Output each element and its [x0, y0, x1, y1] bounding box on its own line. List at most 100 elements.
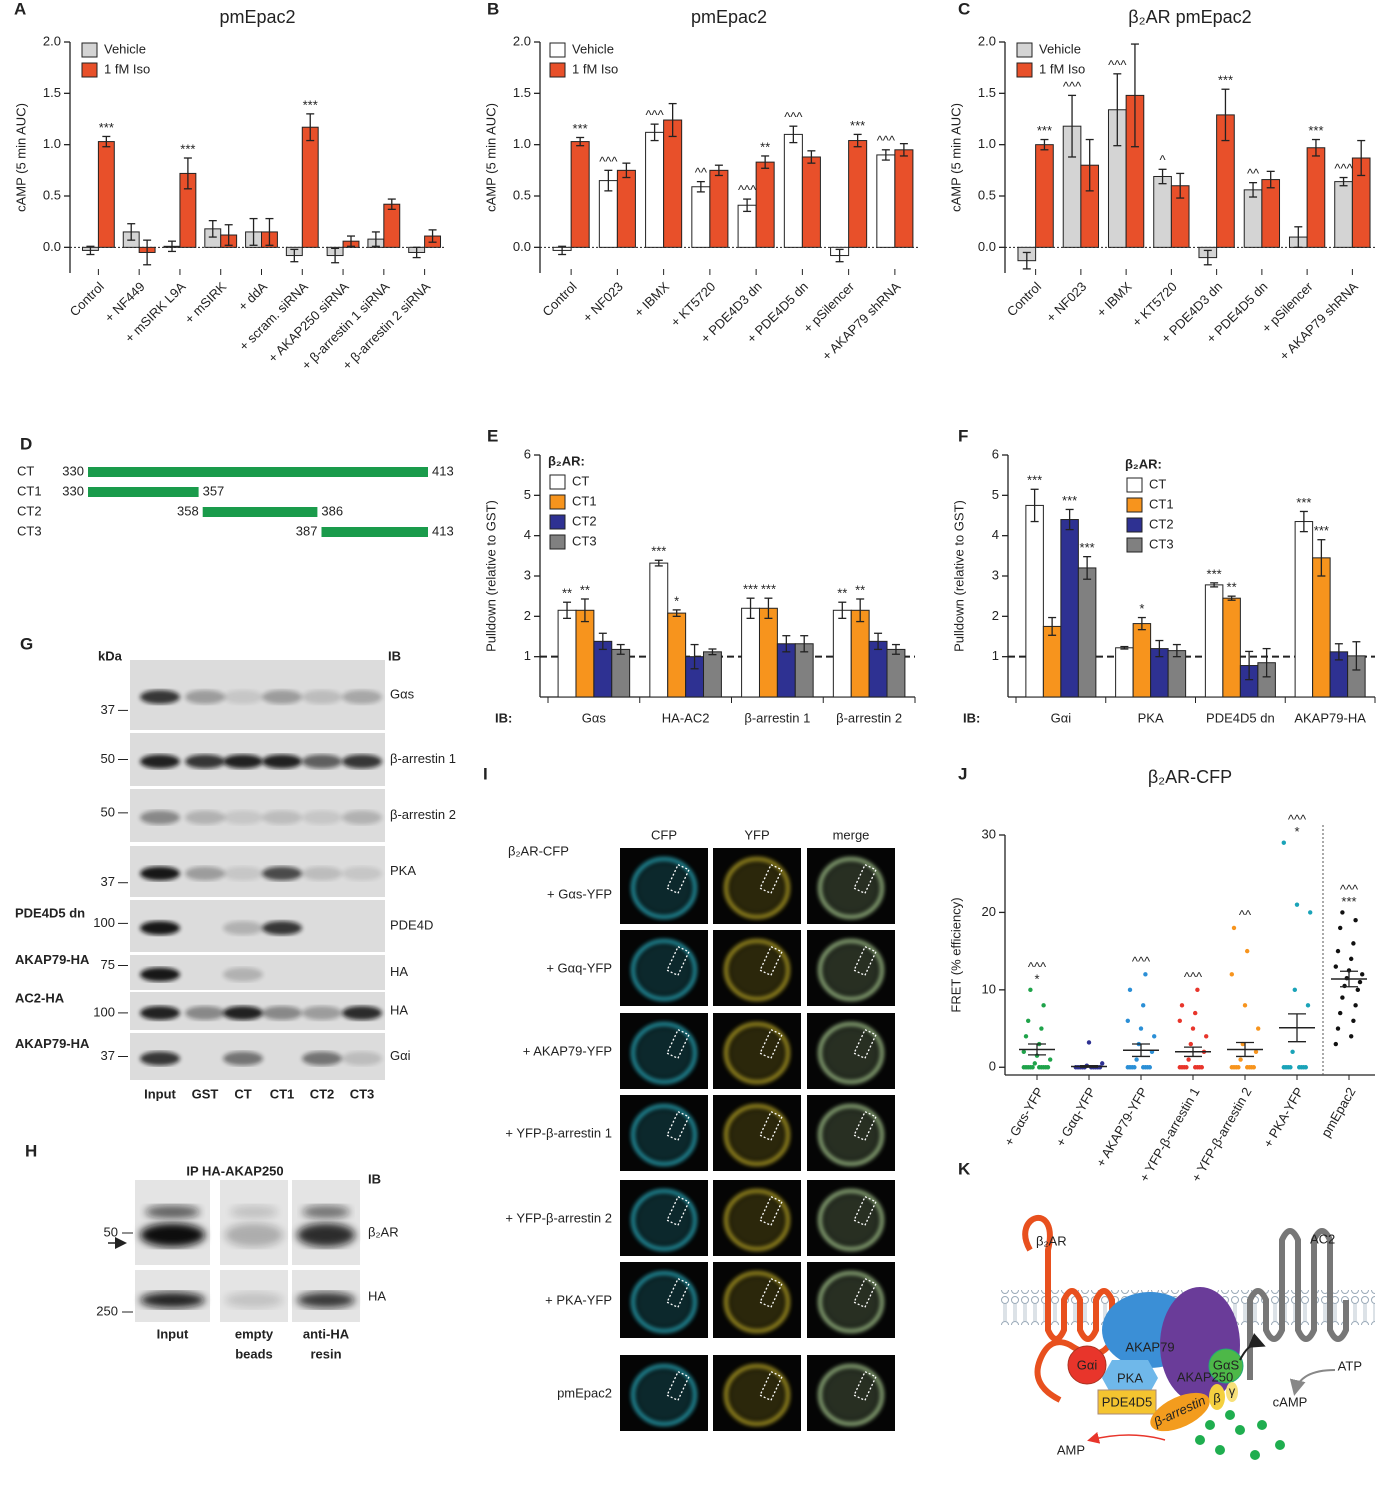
bar [301, 126, 319, 248]
row-header: β₂AR-CFP [508, 843, 569, 858]
significance: *** [99, 120, 114, 135]
cell-fill [634, 860, 694, 916]
data-point [1028, 987, 1033, 993]
blot-band [140, 690, 180, 704]
ib-target: Gαi [390, 1048, 411, 1063]
blot-band [185, 810, 225, 825]
significance: ^^^ [877, 133, 896, 148]
data-point [1229, 972, 1235, 977]
unit-label: kDa [98, 648, 123, 663]
significance: ^^^ [1028, 959, 1047, 974]
k-label: AKAP79 [1125, 1339, 1174, 1354]
blot-band [140, 1051, 180, 1066]
bar [1153, 175, 1172, 248]
roi [759, 1028, 783, 1060]
blot-band [223, 921, 263, 935]
data-point [1188, 1041, 1194, 1047]
cell-membrane [818, 1104, 884, 1166]
bar [1115, 647, 1134, 698]
legend-swatch [549, 62, 566, 78]
data-point [1305, 1003, 1311, 1008]
y-tick-label: 0 [989, 1059, 996, 1074]
row-label: + AKAP79-YFP [523, 1043, 612, 1058]
ib-target: β-arrestin 2 [390, 807, 456, 822]
data-point [1290, 1049, 1295, 1054]
bar [616, 169, 636, 248]
pde-shape [1097, 1389, 1157, 1415]
blot-band [262, 810, 302, 825]
start-label: 330 [62, 463, 84, 478]
end-label: 386 [321, 503, 343, 518]
data-point [1245, 948, 1250, 954]
bar [575, 609, 595, 698]
row-label: pmEpac2 [557, 1385, 612, 1400]
blot-band [140, 921, 180, 935]
data-point [1238, 1057, 1243, 1062]
blot-band [223, 690, 263, 704]
x-tick-label: β-arrestin 2 [836, 710, 902, 725]
data-point [1143, 972, 1148, 977]
x-tick-label: + IBMX [1094, 279, 1135, 320]
roi [759, 945, 783, 977]
row-label: + YFP-β-arrestin 1 [505, 1125, 612, 1140]
significance: ^^^ [1184, 969, 1203, 984]
x-tick-label: + Gαq-YFP [1053, 1085, 1099, 1149]
k-label: AMP [1057, 1442, 1085, 1457]
significance: *** [573, 121, 588, 136]
significance: *** [1341, 894, 1356, 909]
arrow [1289, 1369, 1336, 1396]
dot [1205, 1420, 1215, 1430]
data-point [1179, 1003, 1185, 1008]
construct-label: CT3 [17, 523, 42, 538]
x-tick-label: + NF023 [1043, 279, 1089, 325]
legend-swatch [549, 42, 566, 58]
ib-target: HA [390, 964, 408, 979]
data-point [1357, 979, 1363, 985]
cell-fill [727, 1107, 787, 1163]
legend-label: CT2 [572, 513, 597, 528]
data-point [1351, 1018, 1356, 1024]
y-tick-label: 3 [992, 567, 999, 582]
significance: ^ [1159, 153, 1166, 168]
x-tick-label: Control [539, 279, 579, 319]
data-point [1030, 1065, 1035, 1070]
receptor-shape [1022, 1215, 1115, 1403]
significance: *** [180, 141, 195, 156]
y-tick-label: 1.5 [513, 85, 531, 100]
cell-fill [634, 1192, 694, 1248]
column-header: YFP [744, 827, 769, 842]
column-header: CFP [651, 827, 677, 842]
blot-band [342, 690, 382, 704]
row-label: + Gαs-YFP [547, 886, 612, 901]
cell-membrane [724, 939, 790, 1001]
significance: ^^^ [1063, 79, 1082, 94]
lane-label: CT2 [310, 1086, 335, 1101]
panel-letter: C [958, 0, 970, 18]
cell-membrane [724, 1189, 790, 1251]
blot-strip [220, 1180, 288, 1265]
legend-swatch [81, 42, 98, 58]
bar [832, 609, 852, 698]
cell-fill [727, 1192, 787, 1248]
bar [1306, 147, 1326, 248]
data-point [1308, 910, 1313, 915]
bar [1312, 557, 1331, 698]
significance: ^^^ [599, 154, 618, 169]
x-tick-label: Gαs [582, 710, 607, 725]
chart-title: pmEpac2 [691, 7, 767, 27]
legend-label: 1 fM Iso [572, 61, 618, 76]
blot-band [262, 754, 302, 769]
significance: ^^^ [1334, 161, 1353, 176]
data-point [1231, 925, 1237, 931]
cell-fill [727, 860, 787, 916]
y-axis-label: Pulldown (relative to GST) [951, 500, 966, 652]
y-tick-label: 1.0 [513, 136, 531, 151]
blot-band [185, 866, 225, 881]
bar [758, 607, 778, 698]
bar [741, 607, 760, 698]
legend-swatch [1016, 42, 1033, 58]
significance: *** [1207, 566, 1222, 581]
legend-title: β₂AR: [1125, 456, 1162, 471]
cyclase-shape [1247, 1228, 1349, 1380]
blot-band [302, 1205, 350, 1219]
